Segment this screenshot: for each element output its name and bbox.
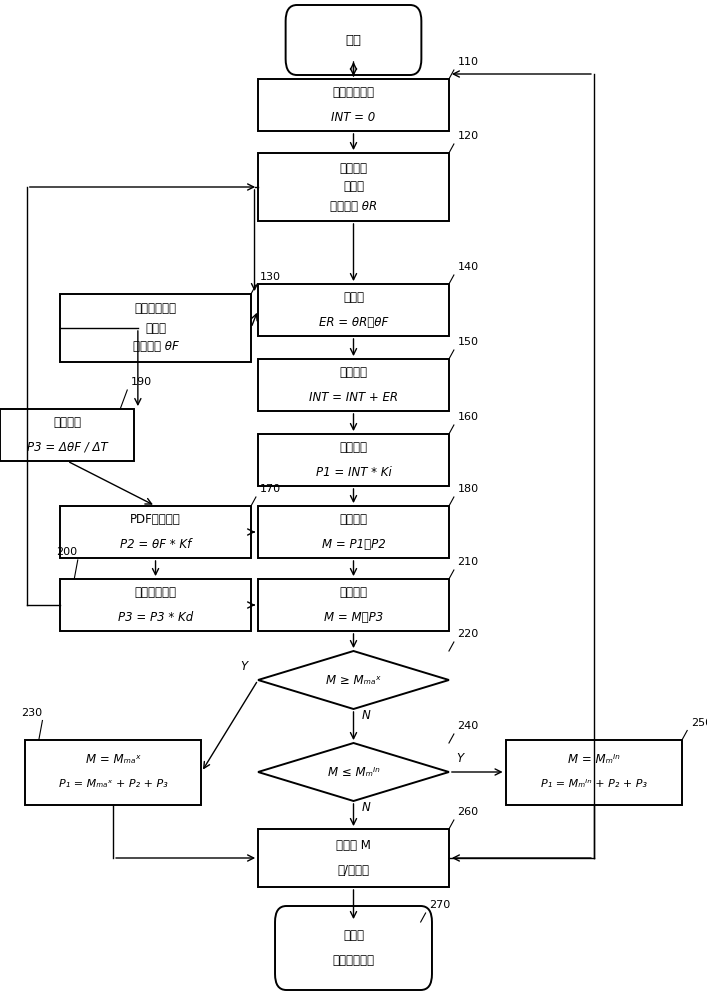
Text: 减法运算: 减法运算 [339, 513, 368, 526]
Text: 初始化积分器: 初始化积分器 [332, 86, 375, 99]
FancyBboxPatch shape [258, 829, 449, 887]
FancyBboxPatch shape [25, 740, 201, 804]
Text: 160: 160 [457, 412, 479, 422]
Polygon shape [258, 651, 449, 709]
FancyBboxPatch shape [258, 506, 449, 558]
Text: 240: 240 [457, 721, 479, 731]
FancyBboxPatch shape [258, 579, 449, 631]
Text: 120: 120 [457, 131, 479, 141]
Text: 数字量 M: 数字量 M [336, 839, 371, 852]
FancyBboxPatch shape [258, 79, 449, 131]
FancyBboxPatch shape [506, 740, 682, 804]
Text: 数字量: 数字量 [145, 322, 166, 334]
Text: INT = INT + ER: INT = INT + ER [309, 391, 398, 404]
Text: P₁ = Mₘᴵⁿ + P₂ + P₃: P₁ = Mₘᴵⁿ + P₂ + P₃ [541, 779, 647, 789]
Text: 130: 130 [259, 272, 281, 282]
FancyBboxPatch shape [60, 294, 251, 362]
Text: M ≤ Mₘᴵⁿ: M ≤ Mₘᴵⁿ [327, 766, 380, 778]
Text: 乘法运算: 乘法运算 [339, 441, 368, 454]
FancyBboxPatch shape [286, 5, 421, 75]
FancyBboxPatch shape [258, 434, 449, 486]
Text: 260: 260 [457, 807, 479, 817]
Text: 200: 200 [57, 547, 78, 557]
Text: 累加积分: 累加积分 [339, 366, 368, 379]
Text: 控制信号输出: 控制信号输出 [332, 954, 375, 967]
Text: N: N [362, 801, 370, 814]
Text: P2 = θF * Kf: P2 = θF * Kf [120, 538, 191, 551]
Text: P3 = ΔθF / ΔT: P3 = ΔθF / ΔT [27, 441, 107, 454]
Text: M = Mₘₐˣ: M = Mₘₐˣ [86, 753, 141, 766]
Text: 指令信号 θR: 指令信号 θR [330, 200, 377, 213]
FancyBboxPatch shape [60, 579, 251, 631]
Text: P3 = P3 * Kd: P3 = P3 * Kd [118, 611, 193, 624]
Text: 读取随动: 读取随动 [339, 161, 368, 174]
Text: PDF乘法运算: PDF乘法运算 [130, 513, 181, 526]
Text: 模拟量: 模拟量 [343, 929, 364, 942]
Text: 270: 270 [429, 900, 450, 910]
Text: 210: 210 [457, 557, 479, 567]
Text: M ≥ Mₘₐˣ: M ≥ Mₘₐˣ [326, 674, 381, 686]
FancyBboxPatch shape [60, 506, 251, 558]
Text: M = Mₘᴵⁿ: M = Mₘᴵⁿ [568, 753, 620, 766]
Text: 190: 190 [131, 377, 152, 387]
Text: 150: 150 [457, 337, 479, 347]
FancyBboxPatch shape [275, 906, 432, 990]
Text: M = M－P3: M = M－P3 [324, 611, 383, 624]
Text: Y: Y [456, 752, 463, 765]
Text: 反馈信号 θF: 反馈信号 θF [133, 340, 178, 354]
Text: 减法运算: 减法运算 [339, 586, 368, 599]
Text: 170: 170 [259, 484, 281, 494]
Text: 110: 110 [457, 57, 479, 67]
Text: 140: 140 [457, 262, 479, 272]
FancyBboxPatch shape [258, 153, 449, 221]
Text: ER = θR－θF: ER = θR－θF [319, 316, 388, 329]
Text: 250: 250 [691, 718, 707, 728]
Text: M = P1－P2: M = P1－P2 [322, 538, 385, 551]
Text: 开始: 开始 [346, 33, 361, 46]
Text: 采集随动输出: 采集随动输出 [134, 302, 177, 315]
Text: 230: 230 [21, 708, 42, 717]
Text: 差分乘法运算: 差分乘法运算 [134, 586, 177, 599]
Text: P1 = INT * Ki: P1 = INT * Ki [315, 466, 392, 479]
Text: 180: 180 [457, 484, 479, 494]
Text: P₁ = Mₘₐˣ + P₂ + P₃: P₁ = Mₘₐˣ + P₂ + P₃ [59, 779, 168, 789]
Text: 220: 220 [457, 629, 479, 639]
Text: INT = 0: INT = 0 [332, 111, 375, 124]
Polygon shape [258, 743, 449, 801]
Text: N: N [362, 709, 370, 722]
FancyBboxPatch shape [258, 359, 449, 411]
Text: Y: Y [240, 660, 247, 673]
FancyBboxPatch shape [0, 409, 134, 461]
FancyBboxPatch shape [258, 284, 449, 336]
Text: 差分运算: 差分运算 [53, 416, 81, 429]
Text: 数字量: 数字量 [343, 180, 364, 194]
Text: 数/模转换: 数/模转换 [337, 864, 370, 877]
Text: 取误差: 取误差 [343, 291, 364, 304]
